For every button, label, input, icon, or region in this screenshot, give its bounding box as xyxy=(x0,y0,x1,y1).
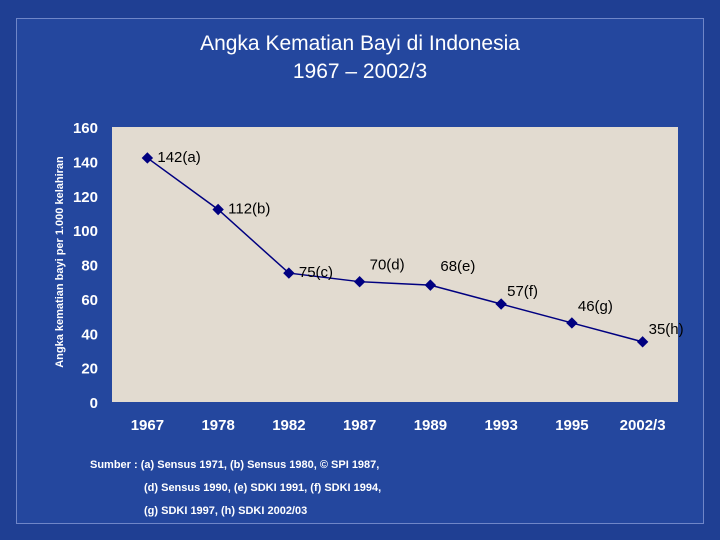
data-label: 35(h) xyxy=(649,321,684,338)
data-point-marker xyxy=(141,152,154,164)
chart-title-line-1: Angka Kematian Bayi di Indonesia xyxy=(200,32,520,55)
data-point-marker xyxy=(566,317,578,329)
data-label: 70(d) xyxy=(370,257,405,274)
data-label: 75(c) xyxy=(299,264,333,281)
data-label: 142(a) xyxy=(157,149,200,166)
data-label: 112(b) xyxy=(228,201,270,218)
source-line-3: (g) SDKI 1997, (h) SDKI 2002/03 xyxy=(144,505,308,517)
y-tick-label: 120 xyxy=(73,189,98,206)
data-markers xyxy=(141,152,649,348)
data-point-marker xyxy=(424,279,437,291)
y-tick-label: 40 xyxy=(81,326,98,343)
x-tick-label: 1987 xyxy=(343,417,376,434)
x-tick-label: 1978 xyxy=(201,417,234,434)
x-tick-label: 1967 xyxy=(131,417,164,434)
y-tick-label: 140 xyxy=(73,154,98,171)
data-label: 57(f) xyxy=(507,283,538,300)
source-line-2: (d) Sensus 1990, (e) SDKI 1991, (f) SDKI… xyxy=(144,482,382,494)
x-tick-label: 1993 xyxy=(484,417,517,434)
y-tick-label: 160 xyxy=(73,120,98,137)
data-point-marker xyxy=(212,203,224,216)
y-tick-label: 100 xyxy=(73,223,98,240)
data-point-marker xyxy=(283,267,295,279)
x-tick-label: 1982 xyxy=(272,417,305,434)
source-line-1: Sumber : (a) Sensus 1971, (b) Sensus 198… xyxy=(90,459,380,471)
source-note: Sumber : (a) Sensus 1971, (b) Sensus 198… xyxy=(90,454,381,523)
data-labels: 142(a) 112(b) 75(c) 70(d) 68(e) 57(f) 46(g) 35(… xyxy=(157,149,683,338)
y-tick-label: 20 xyxy=(81,361,98,378)
x-tick-label: 1995 xyxy=(555,417,588,434)
y-tick-label: 0 xyxy=(90,395,98,412)
y-tick-label: 80 xyxy=(81,258,98,275)
chart-title-line-2: 1967 – 2002/3 xyxy=(292,60,428,83)
x-tick-label: 1989 xyxy=(414,417,447,434)
data-label: 68(e) xyxy=(440,258,475,275)
data-label: 46(g) xyxy=(578,298,613,315)
y-axis-ticks: 0 20 40 60 80 100 120 140 160 xyxy=(73,120,98,412)
data-point-marker xyxy=(353,275,366,288)
data-point-marker xyxy=(495,298,507,310)
y-tick-label: 60 xyxy=(81,292,98,309)
data-point-marker xyxy=(636,336,649,348)
series-line xyxy=(146,157,643,343)
x-tick-label: 2002/3 xyxy=(620,417,666,434)
chart-title: Angka Kematian Bayi di Indonesia 1967 – … xyxy=(0,30,720,86)
x-axis-ticks: 1967 1978 1982 1987 1989 1993 1995 2002/3 xyxy=(131,417,666,434)
plot-area xyxy=(112,127,678,402)
